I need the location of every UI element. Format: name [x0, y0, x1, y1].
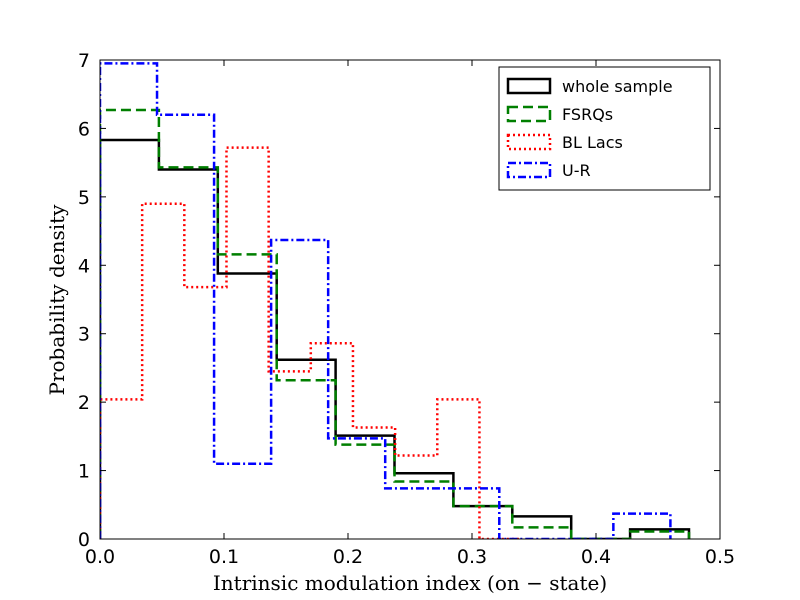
- series-bl-lacs: [100, 146, 522, 539]
- legend-swatch-bl-lacs: [506, 133, 552, 151]
- series-layer: [100, 62, 691, 539]
- x-tick-label: 0.1: [209, 546, 239, 568]
- y-tick-label: 7: [78, 50, 90, 72]
- legend-swatch-u-r: [506, 161, 552, 179]
- x-tick-label: 0.2: [333, 546, 363, 568]
- x-tick-label: 0.0: [85, 546, 115, 568]
- y-tick-label: 4: [78, 255, 90, 277]
- x-axis-title: Intrinsic modulation index (on − state): [213, 571, 607, 595]
- legend-label-u-r: U-R: [562, 161, 591, 180]
- y-axis-title: Probability density: [45, 204, 69, 396]
- legend-swatch-fsrqs: [506, 105, 552, 123]
- y-tick-label: 1: [78, 461, 90, 483]
- plot-frame: [99, 59, 721, 540]
- y-tick-label: 2: [78, 392, 90, 414]
- series-fsrqs: [100, 108, 691, 539]
- y-tick-label: 5: [78, 187, 90, 209]
- x-tick-label: 0.5: [705, 546, 735, 568]
- y-tick-label: 0: [78, 529, 90, 551]
- legend-box: [498, 66, 711, 191]
- legend-swatch-whole-sample: [506, 77, 552, 95]
- ticks-layer: 0.0 0.1 0.2 0.3 0.4 0.5 0 1 2 3 4 5 6 7: [78, 50, 735, 568]
- legend-label-bl-lacs: BL Lacs: [562, 133, 623, 152]
- y-tick-label: 3: [78, 324, 90, 346]
- legend: whole sample FSRQs BL Lacs U-R: [498, 66, 711, 191]
- x-tick-label: 0.4: [581, 546, 611, 568]
- series-u-r: [100, 62, 672, 539]
- x-tick-label: 0.3: [457, 546, 487, 568]
- legend-label-fsrqs: FSRQs: [562, 105, 613, 124]
- y-tick-label: 6: [78, 118, 90, 140]
- legend-label-whole-sample: whole sample: [562, 77, 673, 96]
